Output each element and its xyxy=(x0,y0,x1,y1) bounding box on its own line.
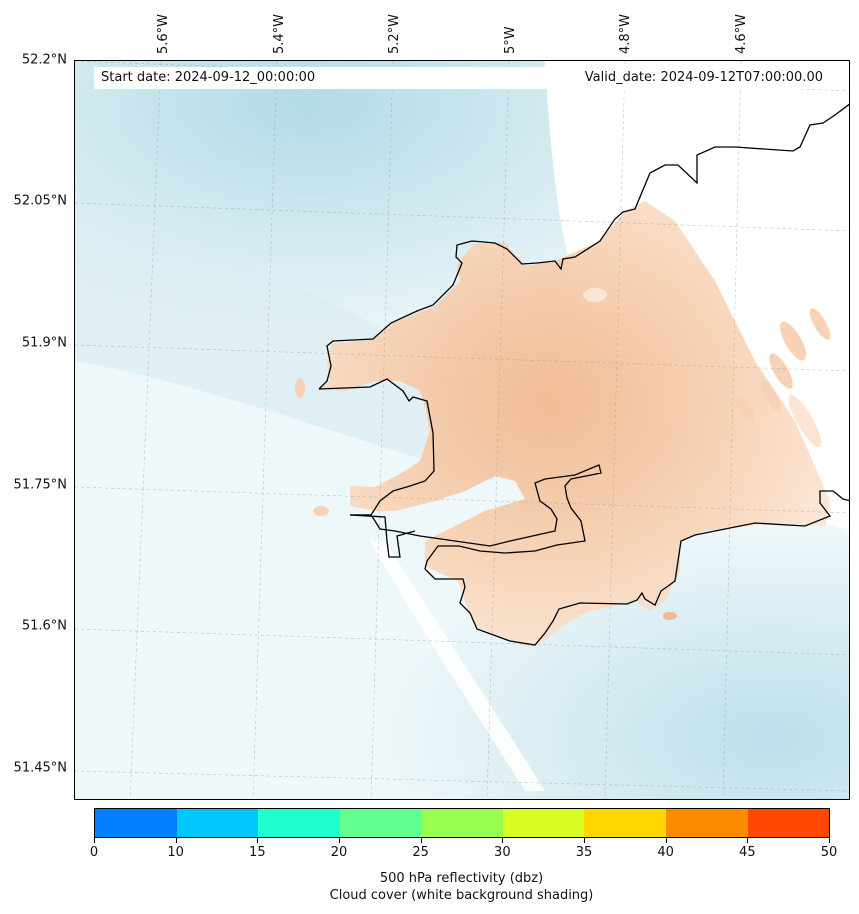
colorbar-segment xyxy=(665,809,748,837)
colorbar-segment xyxy=(176,809,259,837)
reflectivity-streak xyxy=(788,394,822,448)
reflectivity-patch xyxy=(663,612,677,620)
coastline-pembrokeshire xyxy=(318,103,849,390)
reflectivity-patch xyxy=(295,378,305,398)
colorbar-tick-label: 25 xyxy=(412,845,429,860)
lat-label: 52.05°N xyxy=(13,193,67,209)
colorbar-tick xyxy=(665,838,667,843)
colorbar-tick xyxy=(747,838,749,843)
clear-sky-streak xyxy=(370,541,545,791)
valid-date-label: Valid_date: 2024-09-12T07:00:00.00 xyxy=(584,70,823,85)
colorbar-tick xyxy=(420,838,422,843)
colorbar-tick xyxy=(829,838,830,843)
reflectivity-colorbar xyxy=(94,808,830,838)
colorbar-segment xyxy=(747,809,830,837)
colorbar-label: 500 hPa reflectivity (dbz) xyxy=(379,871,544,886)
colorbar-tick xyxy=(175,838,177,843)
colorbar-tick xyxy=(339,838,340,843)
reflectivity-streak xyxy=(760,380,782,412)
coastline-milford-haven xyxy=(349,514,416,558)
lat-label: 51.45°N xyxy=(13,760,67,776)
colorbar-tick-label: 45 xyxy=(739,845,756,860)
colorbar-tick-label: 15 xyxy=(249,845,266,860)
colorbar-segment xyxy=(584,809,666,837)
colorbar-sublabel: Cloud cover (white background shading) xyxy=(329,888,594,903)
lat-label: 51.9°N xyxy=(21,335,67,351)
colorbar-tick-label: 0 xyxy=(89,845,99,860)
date-header-box xyxy=(94,67,847,89)
lon-label: 4.6°W xyxy=(734,13,749,54)
lat-label: 51.75°N xyxy=(13,477,67,493)
colorbar-tick xyxy=(257,838,259,843)
colorbar-segment xyxy=(502,809,585,837)
colorbar-segment xyxy=(95,809,177,837)
colorbar-tick-label: 30 xyxy=(494,845,511,860)
coastline-st-davids-head xyxy=(318,378,435,516)
lon-label: 5.6°W xyxy=(156,13,171,54)
colorbar-tick xyxy=(502,838,504,843)
colorbar-segment xyxy=(258,809,340,837)
map-canvas xyxy=(75,61,849,799)
colorbar-segment xyxy=(339,809,422,837)
lon-label: 4.8°W xyxy=(618,13,633,54)
lat-label: 51.6°N xyxy=(21,618,67,634)
colorbar-tick xyxy=(584,838,585,843)
lon-label: 5.2°W xyxy=(387,13,402,54)
lon-label: 5°W xyxy=(503,26,518,54)
reflectivity-patch xyxy=(313,506,329,516)
colorbar-tick xyxy=(94,838,95,843)
colorbar-tick-label: 10 xyxy=(167,845,184,860)
reflectivity-streak xyxy=(780,321,806,361)
reflectivity-patch xyxy=(583,288,607,302)
reflectivity-land-shading xyxy=(320,201,830,648)
lon-label: 5.4°W xyxy=(272,13,287,54)
colorbar-tick-label: 35 xyxy=(575,845,593,860)
map-panel xyxy=(74,60,850,800)
reflectivity-streak xyxy=(769,353,793,389)
colorbar-tick-label: 50 xyxy=(820,845,838,860)
coastline-south-pembrokeshire xyxy=(350,464,849,646)
lat-label: 52.2°N xyxy=(21,52,67,68)
cloud-shading-band xyxy=(75,211,495,481)
reflectivity-streak xyxy=(809,308,831,340)
reflectivity-streak xyxy=(735,394,755,424)
colorbar-tick-label: 40 xyxy=(657,845,674,860)
colorbar-segment xyxy=(421,809,503,837)
colorbar-tick-label: 20 xyxy=(330,845,348,860)
start-date-label: Start date: 2024-09-12_00:00:00 xyxy=(101,70,316,85)
